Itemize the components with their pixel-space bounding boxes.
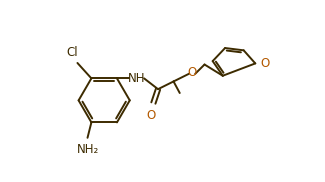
Text: O: O bbox=[188, 66, 197, 80]
Text: O: O bbox=[147, 109, 156, 122]
Text: NH: NH bbox=[128, 72, 145, 85]
Text: O: O bbox=[260, 57, 269, 70]
Text: Cl: Cl bbox=[66, 46, 78, 59]
Text: NH₂: NH₂ bbox=[76, 143, 99, 156]
